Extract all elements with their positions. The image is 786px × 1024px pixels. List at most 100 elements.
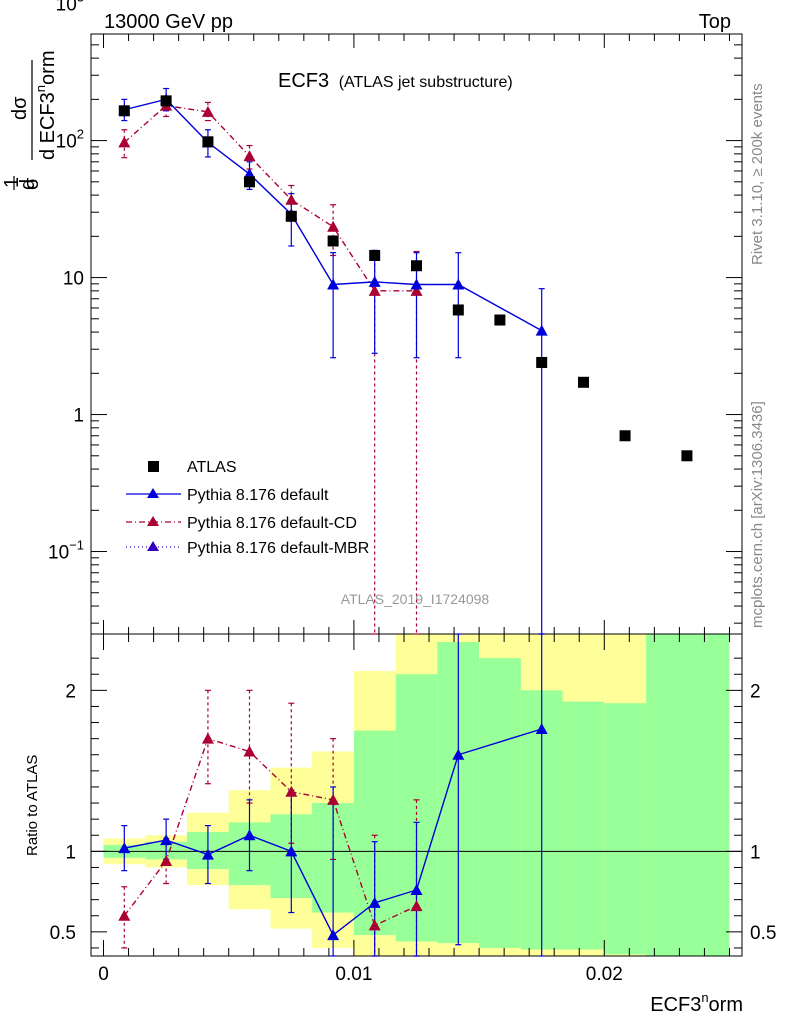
y-tick-base: 10 (56, 0, 77, 16)
cd-point (118, 136, 131, 148)
ratio-cd-point (118, 909, 131, 921)
legend-cd-marker (147, 516, 159, 526)
ylabel-den-sup: n (33, 85, 48, 92)
ylabel-dsigma: dσ (9, 96, 31, 120)
cd-point (368, 284, 381, 296)
x-axis-label: ECF3 (650, 994, 701, 1016)
ratio-y-tick-label-left: 2 (65, 681, 76, 702)
y-axis-label: d 1 σ dσ d ECF3norm (1, 51, 59, 190)
y-tick-exp: −1 (69, 538, 84, 553)
ratio-cd-point (327, 793, 340, 805)
atlas-point (160, 95, 172, 107)
x-tick-label: 0 (98, 964, 109, 985)
y-tick-base: 10 (63, 269, 84, 290)
ratio-y-tick-label-left: 0.5 (50, 923, 76, 944)
ratio-y-tick-label-right: 2 (750, 681, 761, 702)
svg-text:d ECF3norm: d ECF3norm (33, 51, 59, 161)
ratio-default-point (201, 848, 214, 860)
atlas-point (578, 376, 590, 388)
atlas-point (118, 105, 130, 117)
default-point (243, 168, 256, 180)
atlas-point (411, 260, 422, 272)
ratio-cd-point (410, 900, 423, 912)
watermark: ATLAS_2019_I1724098 (341, 591, 490, 607)
ratio-y-label: Ratio to ATLAS (24, 755, 41, 856)
y-tick-label: 1 (73, 406, 84, 427)
band-green (562, 701, 605, 950)
atlas-point (452, 304, 464, 316)
mcplots-credit: mcplots.cern.ch [arXiv:1306.3436] (749, 401, 766, 628)
ratio-default-point (452, 748, 465, 760)
ratio-default-point (160, 834, 173, 846)
y-tick-base: 10 (48, 543, 69, 564)
main-plot-marks (118, 87, 693, 635)
legend-default-marker (147, 488, 159, 498)
cd-point (410, 284, 423, 296)
ratio-default-point (535, 722, 548, 734)
ratio-default-point (368, 896, 381, 908)
ratio-plot-marks (118, 633, 548, 957)
y-tick-label: 10 (63, 269, 84, 290)
rivet-version: Rivet 3.1.10, ≥ 200k events (749, 83, 766, 265)
atlas-point (285, 210, 297, 222)
header-right: Top (699, 11, 731, 33)
ratio-default-point (285, 845, 298, 857)
default-point (368, 275, 381, 287)
band-green (604, 703, 647, 955)
atlas-point (327, 235, 339, 247)
y-tick-exp: 2 (77, 127, 84, 142)
cd-point (327, 220, 340, 232)
main-plot-axes: 10−1110102103 (48, 0, 743, 635)
ratio-default-point (118, 842, 131, 854)
legend: ATLAS Pythia 8.176 default Pythia 8.176 … (126, 459, 369, 557)
ratio-y-tick-label-left: 1 (65, 842, 76, 863)
ratio-default-line (124, 728, 542, 937)
y-tick-label: 103 (56, 0, 84, 16)
ratio-cd-point (368, 919, 381, 931)
ratio-default-point (327, 929, 340, 941)
ratio-y-tick-label-right: 1 (750, 842, 761, 863)
cd-point (243, 150, 256, 162)
atlas-point (494, 314, 506, 326)
legend-atlas-marker (148, 461, 159, 472)
y-tick-label: 102 (56, 127, 84, 153)
atlas-point (243, 176, 255, 188)
cd-line (123, 104, 417, 292)
legend-mbr-label: Pythia 8.176 default-MBR (187, 540, 369, 557)
ratio-cd-point (285, 785, 298, 797)
cd-point (201, 105, 214, 117)
cd-point (285, 193, 298, 205)
default-line (124, 98, 543, 332)
ratio-y-tick-label-right: 0.5 (750, 923, 776, 944)
svg-text:ECF3norm: ECF3norm (650, 990, 743, 1016)
ratio-cd-point (201, 732, 214, 744)
legend-mbr-marker (147, 541, 159, 551)
ratio-cd-point (160, 855, 173, 867)
ylabel-den-tail: orm (37, 51, 59, 85)
header-left: 13000 GeV pp (104, 11, 233, 33)
chart-title: ECF3 (278, 70, 329, 92)
atlas-point (369, 249, 381, 261)
x-axis-label-sup: n (701, 990, 708, 1005)
y-tick-exp: 3 (77, 0, 84, 5)
default-point (410, 278, 423, 290)
chart-subtitle: (ATLAS jet substructure) (339, 74, 513, 91)
x-tick-label: 0.02 (586, 964, 623, 985)
atlas-point (536, 356, 548, 368)
ylabel-one: 1 (1, 177, 23, 188)
ratio-cd-point (243, 745, 256, 757)
atlas-point (681, 450, 693, 462)
svg-text:ECF3 (ATLAS jet substructu: ECF3 (ATLAS jet substructure) (278, 70, 513, 92)
default-point (535, 324, 548, 336)
y-tick-base: 1 (73, 406, 84, 427)
atlas-point (619, 430, 631, 442)
atlas-point (202, 136, 214, 148)
default-point (452, 278, 465, 290)
ylabel-sigma: σ (21, 177, 43, 190)
band-green (646, 634, 730, 956)
legend-cd-label: Pythia 8.176 default-CD (187, 515, 357, 532)
band-green (479, 658, 521, 948)
ratio-default-point (243, 829, 256, 841)
x-axis-label-tail: orm (709, 994, 743, 1016)
